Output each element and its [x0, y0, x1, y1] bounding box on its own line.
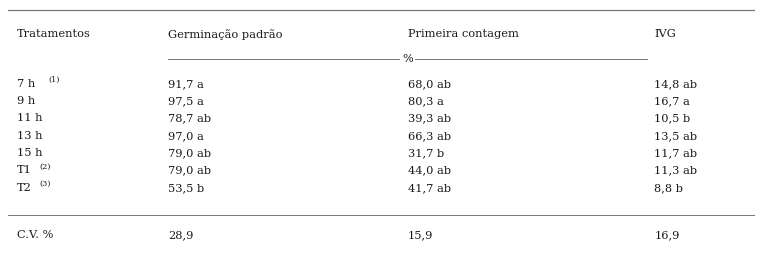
Text: 97,0 a: 97,0 a	[169, 131, 204, 141]
Text: 79,0 ab: 79,0 ab	[169, 148, 211, 158]
Text: (1): (1)	[49, 76, 60, 84]
Text: 13,5 ab: 13,5 ab	[655, 131, 697, 141]
Text: 15,9: 15,9	[407, 230, 433, 240]
Text: (2): (2)	[40, 162, 51, 170]
Text: Primeira contagem: Primeira contagem	[407, 29, 519, 39]
Text: T1: T1	[17, 166, 31, 176]
Text: 91,7 a: 91,7 a	[169, 79, 204, 89]
Text: 79,0 ab: 79,0 ab	[169, 166, 211, 176]
Text: 78,7 ab: 78,7 ab	[169, 113, 211, 123]
Text: IVG: IVG	[655, 29, 676, 39]
Text: 68,0 ab: 68,0 ab	[407, 79, 451, 89]
Text: 15 h: 15 h	[17, 148, 42, 158]
Text: T2: T2	[17, 183, 31, 193]
Text: 11,3 ab: 11,3 ab	[655, 166, 697, 176]
Text: 8,8 b: 8,8 b	[655, 183, 684, 193]
Text: 16,7 a: 16,7 a	[655, 96, 691, 106]
Text: 13 h: 13 h	[17, 131, 42, 141]
Text: 11,7 ab: 11,7 ab	[655, 148, 697, 158]
Text: 31,7 b: 31,7 b	[407, 148, 444, 158]
Text: 80,3 a: 80,3 a	[407, 96, 443, 106]
Text: C.V. %: C.V. %	[17, 230, 53, 240]
Text: Tratamentos: Tratamentos	[17, 29, 91, 39]
Text: 9 h: 9 h	[17, 96, 35, 106]
Text: 66,3 ab: 66,3 ab	[407, 131, 451, 141]
Text: 10,5 b: 10,5 b	[655, 113, 691, 123]
Text: 41,7 ab: 41,7 ab	[407, 183, 451, 193]
Text: %: %	[402, 53, 413, 63]
Text: 97,5 a: 97,5 a	[169, 96, 204, 106]
Text: 14,8 ab: 14,8 ab	[655, 79, 697, 89]
Text: 39,3 ab: 39,3 ab	[407, 113, 451, 123]
Text: Germinação padrão: Germinação padrão	[169, 29, 283, 40]
Text: 16,9: 16,9	[655, 230, 680, 240]
Text: 28,9: 28,9	[169, 230, 194, 240]
Text: (3): (3)	[40, 180, 51, 188]
Text: 11 h: 11 h	[17, 113, 42, 123]
Text: 7 h: 7 h	[17, 79, 35, 89]
Text: 44,0 ab: 44,0 ab	[407, 166, 451, 176]
Text: 53,5 b: 53,5 b	[169, 183, 204, 193]
